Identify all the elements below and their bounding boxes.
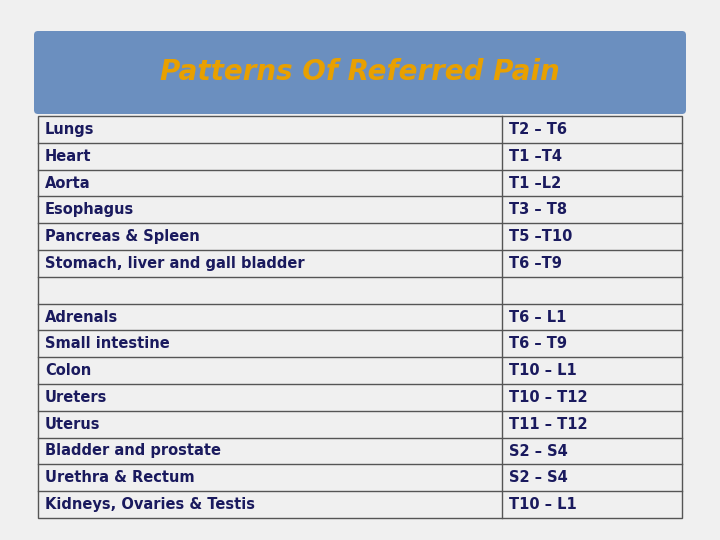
Text: Colon: Colon: [45, 363, 91, 378]
FancyBboxPatch shape: [34, 31, 686, 114]
Text: T3 – T8: T3 – T8: [508, 202, 567, 217]
Text: T6 –T9: T6 –T9: [508, 256, 562, 271]
Text: Heart: Heart: [45, 148, 91, 164]
Text: Uterus: Uterus: [45, 417, 101, 431]
Text: T1 –T4: T1 –T4: [508, 148, 562, 164]
Text: T10 – L1: T10 – L1: [508, 363, 577, 378]
Text: T6 – L1: T6 – L1: [508, 309, 566, 325]
Text: Patterns Of Referred Pain: Patterns Of Referred Pain: [160, 58, 560, 86]
Text: Lungs: Lungs: [45, 122, 94, 137]
Text: Adrenals: Adrenals: [45, 309, 118, 325]
Text: T10 – L1: T10 – L1: [508, 497, 577, 512]
Text: T11 – T12: T11 – T12: [508, 417, 588, 431]
Text: S2 – S4: S2 – S4: [508, 470, 567, 485]
Text: T6 – T9: T6 – T9: [508, 336, 567, 352]
Text: Bladder and prostate: Bladder and prostate: [45, 443, 221, 458]
Text: T1 –L2: T1 –L2: [508, 176, 561, 191]
Text: Aorta: Aorta: [45, 176, 91, 191]
Text: Esophagus: Esophagus: [45, 202, 134, 217]
Text: T5 –T10: T5 –T10: [508, 229, 572, 244]
Text: Kidneys, Ovaries & Testis: Kidneys, Ovaries & Testis: [45, 497, 255, 512]
Text: T2 – T6: T2 – T6: [508, 122, 567, 137]
Text: Stomach, liver and gall bladder: Stomach, liver and gall bladder: [45, 256, 305, 271]
Text: Urethra & Rectum: Urethra & Rectum: [45, 470, 194, 485]
Text: Pancreas & Spleen: Pancreas & Spleen: [45, 229, 199, 244]
Text: Small intestine: Small intestine: [45, 336, 170, 352]
Text: T10 – T12: T10 – T12: [508, 390, 588, 405]
Text: Ureters: Ureters: [45, 390, 107, 405]
Text: S2 – S4: S2 – S4: [508, 443, 567, 458]
